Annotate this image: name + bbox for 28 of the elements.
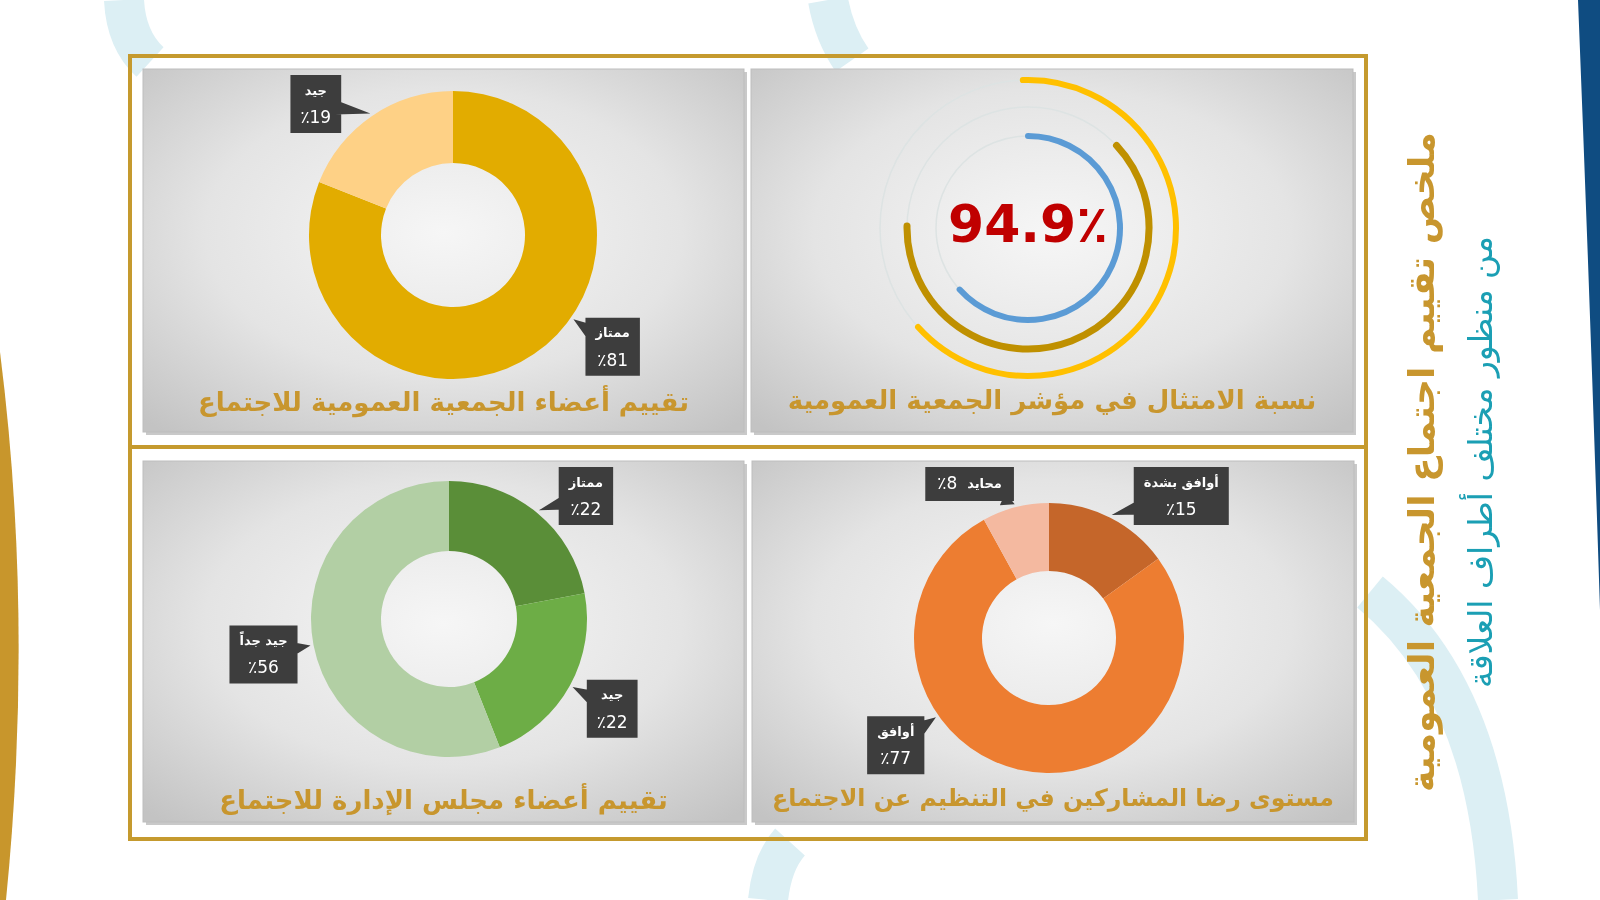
text: تقييم أعضاء الجمعية العمومية للاجتماع [198, 384, 689, 418]
donut-slice [1049, 503, 1159, 599]
data-label: ٪19 [300, 107, 332, 127]
slice-label: جيد [304, 82, 327, 98]
slice-label: جيد [601, 687, 624, 703]
donut-slice [474, 593, 587, 748]
text: ملخص تقييم اجتماع الجمعية العمومية [1401, 132, 1443, 792]
data-label: ٪81 [597, 349, 629, 370]
donut-slice [914, 519, 1184, 773]
data-label: ٪22 [570, 499, 602, 519]
slice-label: ممتاز [567, 474, 604, 490]
slice-label: ممتاز [594, 325, 630, 341]
text: مستوى رضا المشاركين في التنظيم عن الاجتماع [772, 783, 1334, 812]
text: تقييم أعضاء مجلس الإدارة للاجتماع [219, 782, 668, 816]
data-label: ٪8 [937, 473, 958, 493]
data-label: ٪22 [596, 711, 628, 732]
slice-label: محايد [967, 475, 1002, 491]
slice-label: أوافق [877, 722, 915, 739]
slice-label: أوافق بشدة [1143, 473, 1219, 490]
slice-label: جيد جداً [239, 631, 288, 648]
data-label: ٪56 [248, 657, 279, 678]
text: نسبة الامتثال في مؤشر الجمعية العمومية [787, 384, 1317, 416]
donut-slice [311, 481, 500, 757]
text: 94.9٪ [948, 194, 1108, 254]
data-label: ٪77 [880, 748, 912, 769]
data-label: ٪15 [1165, 499, 1197, 519]
text: من منظور مختلف أطراف العلاقة [1458, 236, 1500, 688]
donut-slice [983, 503, 1049, 580]
